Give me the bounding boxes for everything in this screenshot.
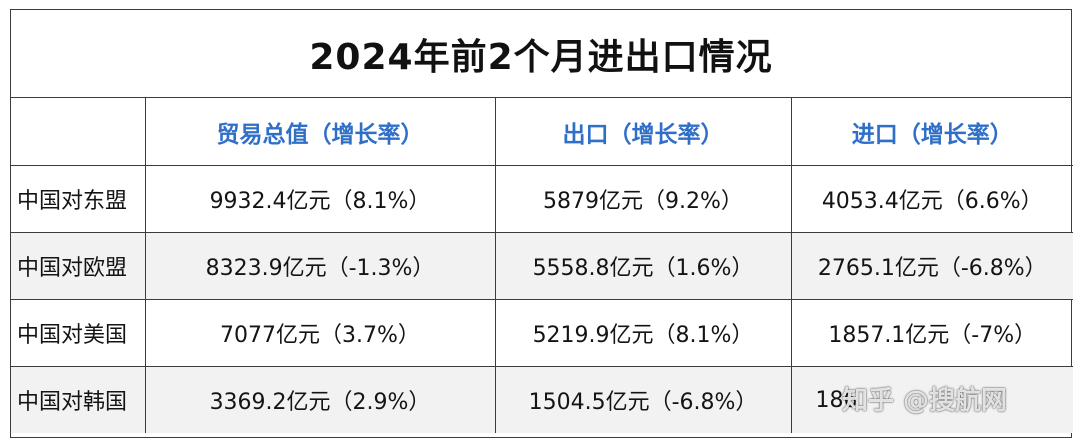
trade-table: 贸易总值（增长率） 出口（增长率） 进口（增长率） 中国对东盟 9932.4亿元… (11, 98, 1073, 433)
page-title: 2024年前2个月进出口情况 (309, 36, 773, 78)
row-label: 中国对美国 (11, 299, 145, 367)
export-cell: 5558.8亿元（1.6%） (494, 232, 791, 300)
row-label: 中国对韩国 (11, 366, 145, 433)
total-trade-cell: 3369.2亿元（2.9%） (144, 366, 495, 433)
export-cell: 5219.9亿元（8.1%） (494, 299, 791, 367)
total-trade-cell: 8323.9亿元（-1.3%） (144, 232, 495, 300)
export-cell: 1504.5亿元（-6.8%） (494, 366, 791, 433)
total-trade-cell: 9932.4亿元（8.1%） (144, 165, 495, 233)
row-label: 中国对东盟 (11, 165, 145, 233)
import-cell: 1857.1亿元（-7%） (790, 299, 1073, 367)
table-row-asean: 中国对东盟 9932.4亿元（8.1%） 5879亿元（9.2%） 4053.4… (11, 165, 1073, 233)
row-label: 中国对欧盟 (11, 232, 145, 300)
table-title-row: 2024年前2个月进出口情况 (11, 10, 1071, 98)
import-cell: 2765.1亿元（-6.8%） (790, 232, 1073, 300)
export-cell: 5879亿元（9.2%） (494, 165, 791, 233)
header-export: 出口（增长率） (494, 98, 791, 166)
header-total-trade: 贸易总值（增长率） (144, 98, 495, 166)
table-row-eu: 中国对欧盟 8323.9亿元（-1.3%） 5558.8亿元（1.6%） 276… (11, 232, 1073, 300)
header-corner-cell (11, 98, 145, 166)
total-trade-cell: 7077亿元（3.7%） (144, 299, 495, 367)
trade-table-container: 2024年前2个月进出口情况 贸易总值（增长率） 出口（增长率） 进口（增长率）… (10, 9, 1073, 438)
table-row-us: 中国对美国 7077亿元（3.7%） 5219.9亿元（8.1%） 1857.1… (11, 299, 1073, 367)
table-header-row: 贸易总值（增长率） 出口（增长率） 进口（增长率） (11, 98, 1073, 166)
table-row-korea: 中国对韩国 3369.2亿元（2.9%） 1504.5亿元（-6.8%） 186 (11, 366, 1073, 433)
header-import: 进口（增长率） (790, 98, 1073, 166)
import-cell: 186 (790, 366, 1073, 433)
import-cell: 4053.4亿元（6.6%） (790, 165, 1073, 233)
